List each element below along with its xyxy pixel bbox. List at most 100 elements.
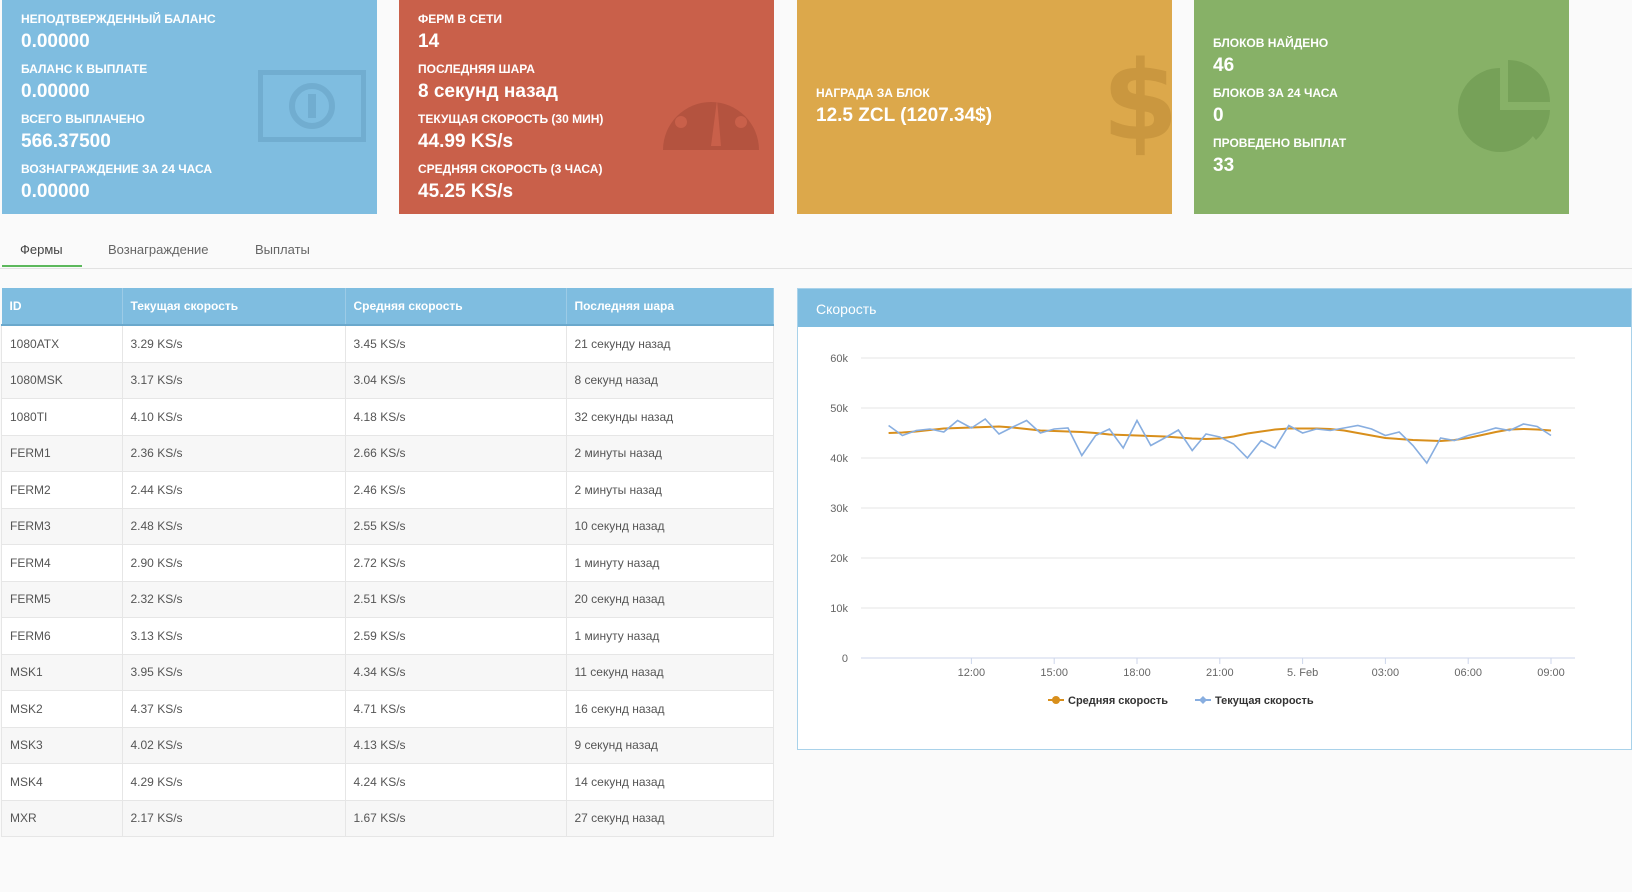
table-row[interactable]: FERM5 2.32 KS/s 2.51 KS/s 20 секунд назад [1, 580, 774, 618]
average-speed-label: СРЕДНЯЯ СКОРОСТЬ (3 часа) [418, 162, 603, 176]
current-speed-cell: 2.17 KS/s [121, 799, 346, 837]
x-tick-label: 21:00 [1206, 667, 1234, 679]
average-speed-cell: 2.51 KS/s [344, 580, 567, 618]
total-paid-label: ВСЕГО ВЫПЛАЧЕНО [21, 112, 145, 126]
last-share-cell: 2 минуты назад [565, 471, 774, 509]
current-speed-cell: 4.37 KS/s [121, 690, 346, 728]
column-average-speed-header[interactable]: Средняя скорость [345, 288, 567, 326]
tab-reward[interactable]: Вознаграждение [108, 242, 209, 257]
current-speed-value: 44.99 KS/s [418, 131, 514, 152]
reward-24h-label: ВОЗНАГРАЖДЕНИЕ ЗА 24 ЧАСА [21, 162, 213, 176]
x-tick-label: 09:00 [1537, 667, 1565, 679]
table-row[interactable]: MSK1 3.95 KS/s 4.34 KS/s 11 секунд назад [1, 653, 774, 691]
last-share-cell: 9 секунд назад [565, 726, 774, 764]
blocks-24h-label: БЛОКОВ ЗА 24 ЧАСА [1213, 86, 1338, 100]
current-speed-cell: 2.44 KS/s [121, 471, 346, 509]
farm-id-cell: 1080TI [1, 398, 123, 436]
block-reward-value: 12.5 ZCL (1207.34$) [816, 105, 993, 126]
average-speed-cell: 4.71 KS/s [344, 690, 567, 728]
table-row[interactable]: 1080MSK 3.17 KS/s 3.04 KS/s 8 секунд назад [1, 361, 774, 399]
table-row[interactable]: FERM1 2.36 KS/s 2.66 KS/s 2 минуты назад [1, 434, 774, 472]
current-speed-cell: 3.13 KS/s [121, 617, 346, 655]
farm-id-cell: FERM2 [1, 471, 123, 509]
unconfirmed-balance-value: 0.00000 [21, 31, 90, 52]
last-share-label: ПОСЛЕДНЯЯ ШАРА [418, 62, 535, 76]
x-tick-label: 03:00 [1372, 667, 1400, 679]
tab-farms[interactable]: Фермы [20, 242, 63, 257]
current-speed-cell: 2.48 KS/s [121, 507, 346, 545]
table-row[interactable]: 1080TI 4.10 KS/s 4.18 KS/s 32 секунды назад [1, 398, 774, 436]
average-speed-cell: 4.24 KS/s [344, 763, 567, 801]
current-speed-cell: 2.32 KS/s [121, 580, 346, 618]
average-speed-cell: 4.18 KS/s [344, 398, 567, 436]
farm-id-cell: FERM5 [1, 580, 123, 618]
x-tick-label: 12:00 [958, 667, 986, 679]
y-tick-label: 60k [830, 353, 848, 365]
farm-id-cell: MSK1 [1, 653, 123, 691]
legend-marker [1052, 696, 1060, 704]
x-tick-label: 15:00 [1040, 667, 1068, 679]
blocks-found-card: БЛОКОВ НАЙДЕНО 46 БЛОКОВ ЗА 24 ЧАСА 0 ПР… [1194, 0, 1569, 214]
last-share-value: 8 секунд назад [418, 81, 558, 102]
table-header-row: ID Текущая скорость Средняя скорость Пос… [1, 288, 774, 326]
block-reward-card: НАГРАДА ЗА БЛОК 12.5 ZCL (1207.34$) $ [797, 0, 1172, 214]
average-speed-cell: 2.55 KS/s [344, 507, 567, 545]
x-tick-label: 06:00 [1454, 667, 1482, 679]
unconfirmed-balance-label: НЕПОДТВЕРЖДЕННЫЙ БАЛАНС [21, 12, 216, 26]
table-row[interactable]: MSK3 4.02 KS/s 4.13 KS/s 9 секунд назад [1, 726, 774, 764]
last-share-cell: 32 секунды назад [565, 398, 774, 436]
money-bill-icon [258, 70, 366, 142]
block-reward-label: НАГРАДА ЗА БЛОК [816, 86, 930, 100]
payouts-value: 33 [1213, 155, 1235, 176]
table-row[interactable]: FERM6 3.13 KS/s 2.59 KS/s 1 минуту назад [1, 617, 774, 655]
last-share-cell: 21 секунду назад [565, 324, 774, 363]
last-share-cell: 2 минуты назад [565, 434, 774, 472]
y-tick-label: 0 [842, 653, 848, 665]
current-speed-cell: 4.29 KS/s [121, 763, 346, 801]
table-row[interactable]: MXR 2.17 KS/s 1.67 KS/s 27 секунд назад [1, 799, 774, 837]
farm-id-cell: FERM6 [1, 617, 123, 655]
farm-id-cell: 1080MSK [1, 361, 123, 399]
legend-marker [1199, 696, 1207, 704]
table-row[interactable]: MSK2 4.37 KS/s 4.71 KS/s 16 секунд назад [1, 690, 774, 728]
current-speed-cell: 3.29 KS/s [121, 324, 346, 363]
legend-entry: Средняя скорость [1068, 695, 1168, 707]
table-row[interactable]: FERM4 2.90 KS/s 2.72 KS/s 1 минуту назад [1, 544, 774, 582]
average-speed-cell: 2.66 KS/s [344, 434, 567, 472]
blocks-found-label: БЛОКОВ НАЙДЕНО [1213, 36, 1329, 50]
table-row[interactable]: FERM2 2.44 KS/s 2.46 KS/s 2 минуты назад [1, 471, 774, 509]
column-current-speed-header[interactable]: Текущая скорость [122, 288, 346, 326]
farm-id-cell: 1080ATX [1, 324, 123, 363]
y-tick-label: 30k [830, 503, 848, 515]
farms-online-value: 14 [418, 31, 440, 52]
farm-id-cell: MSK4 [1, 763, 123, 801]
x-tick-label: 5. Feb [1287, 667, 1318, 679]
payouts-label: ПРОВЕДЕНО ВЫПЛАТ [1213, 136, 1347, 150]
unconfirmed-balance-card: НЕПОДТВЕРЖДЕННЫЙ БАЛАНС 0.00000 БАЛАНС К… [2, 0, 377, 214]
column-id-header[interactable]: ID [1, 288, 123, 326]
last-share-cell: 8 секунд назад [565, 361, 774, 399]
dollar-icon: $ [1102, 37, 1172, 165]
current-speed-cell: 2.90 KS/s [121, 544, 346, 582]
farm-id-cell: FERM3 [1, 507, 123, 545]
table-row[interactable]: FERM3 2.48 KS/s 2.55 KS/s 10 секунд назад [1, 507, 774, 545]
tab-payouts[interactable]: Выплаты [255, 242, 310, 257]
last-share-cell: 11 секунд назад [565, 653, 774, 691]
last-share-cell: 14 секунд назад [565, 763, 774, 801]
speedometer-icon [663, 92, 759, 150]
blocks-found-value: 46 [1213, 55, 1235, 76]
speed-chart-title: Скорость [798, 289, 1631, 327]
farms-online-card: ФЕРМ В СЕТИ 14 ПОСЛЕДНЯЯ ШАРА 8 секунд н… [399, 0, 774, 214]
y-tick-label: 40k [830, 453, 848, 465]
current-speed-line [888, 417, 1552, 465]
current-speed-cell: 3.17 KS/s [121, 361, 346, 399]
total-paid-value: 566.37500 [21, 131, 111, 152]
table-row[interactable]: MSK4 4.29 KS/s 4.24 KS/s 14 секунд назад [1, 763, 774, 801]
table-row[interactable]: 1080ATX 3.29 KS/s 3.45 KS/s 21 секунду наза… [1, 324, 774, 363]
y-tick-label: 10k [830, 603, 848, 615]
column-last-share-header[interactable]: Последняя шара [566, 288, 774, 326]
current-speed-cell: 2.36 KS/s [121, 434, 346, 472]
farm-id-cell: MSK2 [1, 690, 123, 728]
average-speed-cell: 2.72 KS/s [344, 544, 567, 582]
last-share-cell: 10 секунд назад [565, 507, 774, 545]
